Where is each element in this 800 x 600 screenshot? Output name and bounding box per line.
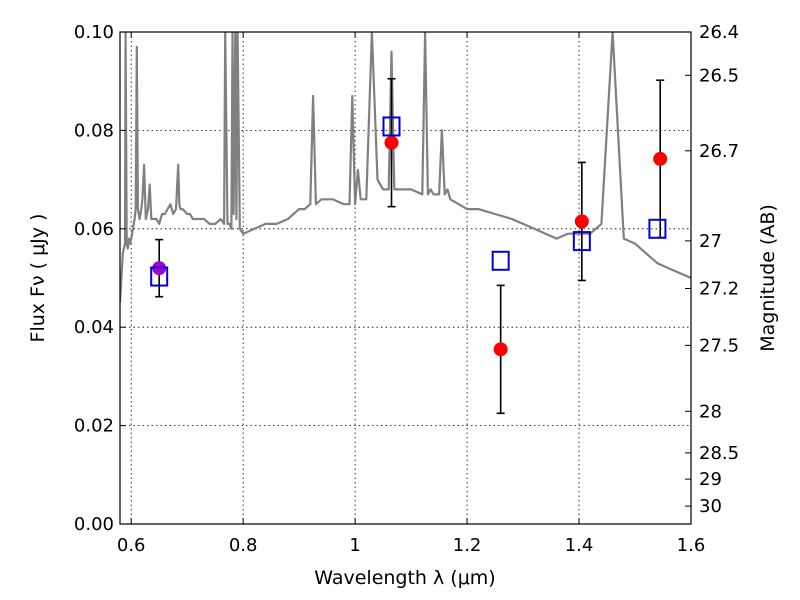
y2-tick-label: 26.5 <box>699 65 739 86</box>
x-axis-label: Wavelength λ (μm) <box>314 567 495 589</box>
observed-point <box>653 151 668 166</box>
model-band-point <box>382 116 401 137</box>
y2-tick-label: 26.4 <box>699 22 739 43</box>
y-axis-label: Flux Fν ( μJy ) <box>27 214 49 343</box>
model-band-point <box>150 266 169 287</box>
model-band-point <box>491 250 510 271</box>
model-band-point <box>572 231 591 252</box>
model-band-point <box>648 218 667 239</box>
x-tick-label: 0.6 <box>117 535 146 556</box>
x-tick-label: 1.6 <box>677 535 706 556</box>
plot-frame <box>119 31 692 525</box>
x-tick-label: 1 <box>349 535 360 556</box>
y2-tick-label: 28.5 <box>699 443 739 464</box>
y2-tick-label: 27.2 <box>699 279 739 300</box>
model-spectrum-line <box>120 32 691 303</box>
y-tick-label: 0.02 <box>74 416 114 437</box>
y2-tick-label: 29 <box>699 469 722 490</box>
y-tick-label: 0.04 <box>74 317 114 338</box>
y2-tick-label: 26.7 <box>699 141 739 162</box>
y-tick-label: 0.08 <box>74 120 114 141</box>
y2-tick-label: 30 <box>699 496 722 517</box>
observed-point <box>384 135 399 150</box>
marker-layer <box>150 77 668 415</box>
y2-axis-label: Magnitude (AB) <box>757 204 779 352</box>
x-tick-label: 0.8 <box>229 535 258 556</box>
spectrum-layer <box>120 32 691 303</box>
y2-tick-label: 27.5 <box>699 335 739 356</box>
y-tick-label: 0.06 <box>74 219 114 240</box>
observed-point <box>574 214 589 229</box>
x-tick-label: 1.4 <box>565 535 594 556</box>
observed-point <box>493 342 508 357</box>
grid-layer <box>120 32 691 524</box>
x-tick-label: 1.2 <box>453 535 482 556</box>
y2-tick-label: 27 <box>699 231 722 252</box>
y-tick-label: 0.10 <box>74 22 114 43</box>
y2-tick-label: 28 <box>699 401 722 422</box>
tick-layer: 0.6 0.8 1 1.2 1.4 1.6 0.00 0.02 0.04 0.06 0.08 0.10… <box>74 22 739 556</box>
y-tick-label: 0.00 <box>74 514 114 535</box>
